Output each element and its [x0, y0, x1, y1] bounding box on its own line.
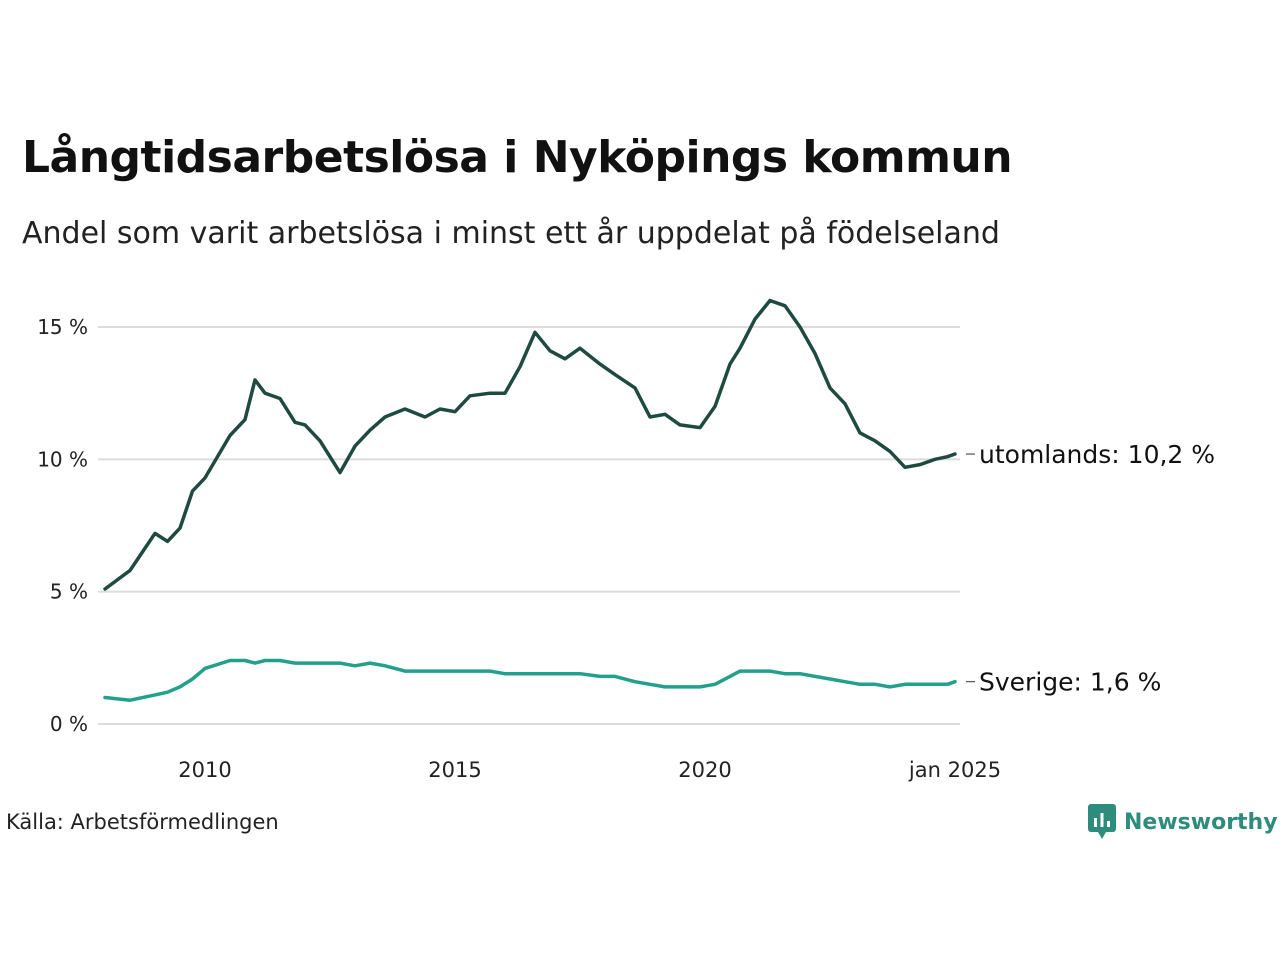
x-tick-label: 2020	[678, 758, 731, 782]
series-lines	[103, 298, 957, 702]
gridlines	[98, 326, 960, 725]
series-line-sverige	[103, 658, 957, 702]
x-tick-label: 2010	[178, 758, 231, 782]
x-axis-ticks: 2010 2015 2020 jan 2025	[178, 758, 1001, 782]
y-tick-label: 5 %	[50, 580, 88, 604]
y-tick-label: 10 %	[37, 447, 88, 471]
y-tick-label: 15 %	[37, 315, 88, 339]
end-label-sverige: Sverige: 1,6 %	[979, 668, 1161, 697]
y-tick-label: 0 %	[50, 712, 88, 736]
end-labels: utomlands: 10,2 % Sverige: 1,6 %	[966, 440, 1215, 697]
x-tick-label: 2015	[428, 758, 481, 782]
source-note: Källa: Arbetsförmedlingen	[6, 810, 279, 834]
series-line-utomlands	[103, 298, 957, 591]
x-tick-label: jan 2025	[908, 758, 1001, 782]
brand-name: Newsworthy	[1124, 809, 1278, 835]
brand-logo[interactable]: Newsworthy	[1088, 804, 1278, 840]
y-axis-ticks: 0 % 5 % 10 % 15 %	[37, 315, 88, 736]
end-label-utomlands: utomlands: 10,2 %	[979, 440, 1215, 469]
newsworthy-logo-icon	[1088, 804, 1116, 839]
chart-title: Långtidsarbetslösa i Nyköpings kommun	[22, 132, 1013, 183]
chart-subtitle: Andel som varit arbetslösa i minst ett å…	[22, 216, 1000, 251]
